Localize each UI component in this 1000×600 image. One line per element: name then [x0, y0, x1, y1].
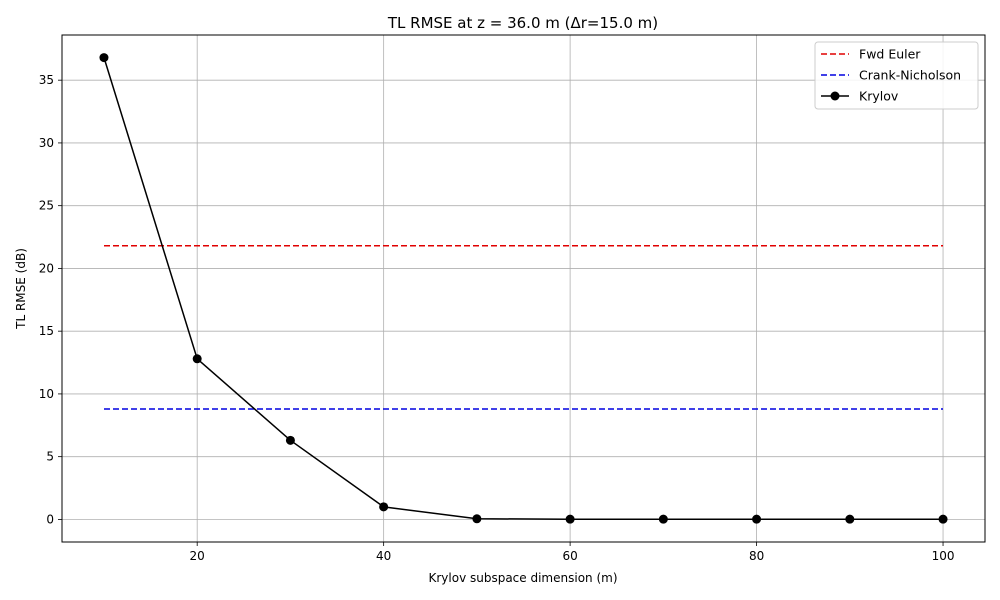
krylov-legend-label: Krylov [859, 89, 899, 104]
y-tick-label: 5 [46, 450, 54, 464]
grid [62, 35, 985, 542]
krylov-point [285, 435, 295, 445]
y-axis-label: TL RMSE (dB) [14, 248, 28, 330]
y-tick-label: 25 [39, 199, 54, 213]
x-axis-label: Krylov subspace dimension (m) [428, 571, 617, 585]
krylov-point [565, 514, 575, 524]
y-tick-label: 10 [39, 387, 54, 401]
axis-ticks: 20 40 60 80 100 0 5 10 15 20 25 30 35 [39, 73, 955, 563]
legend-box [814, 41, 979, 110]
krylov-point [938, 514, 948, 524]
y-tick-label: 0 [46, 512, 54, 526]
krylov-point [472, 514, 482, 524]
krylov-point [192, 354, 202, 364]
krylov-point [379, 502, 389, 512]
y-tick-label: 35 [39, 73, 54, 87]
krylov-point [99, 53, 109, 63]
crank-nicholson-legend-label: Crank-Nicholson [859, 68, 961, 83]
krylov-point [752, 514, 762, 524]
plot-frame [61, 34, 986, 543]
krylov-series-line [103, 57, 943, 520]
series-layer [99, 53, 948, 524]
y-tick-label: 15 [39, 324, 54, 338]
y-tick-label: 30 [39, 136, 54, 150]
fwd-euler-legend-label: Fwd Euler [859, 47, 921, 62]
krylov-point [658, 514, 668, 524]
x-tick-label: 40 [376, 549, 391, 563]
y-tick-label: 20 [39, 261, 54, 275]
x-tick-label: 100 [932, 549, 955, 563]
chart-title: TL RMSE at z = 36.0 m (Δr=15.0 m) [387, 14, 658, 32]
x-tick-label: 80 [749, 549, 764, 563]
x-tick-label: 60 [562, 549, 577, 563]
krylov-legend-marker [830, 91, 840, 101]
krylov-point [845, 514, 855, 524]
legend: Fwd Euler Crank-Nicholson Krylov [814, 41, 979, 110]
x-tick-label: 20 [190, 549, 205, 563]
